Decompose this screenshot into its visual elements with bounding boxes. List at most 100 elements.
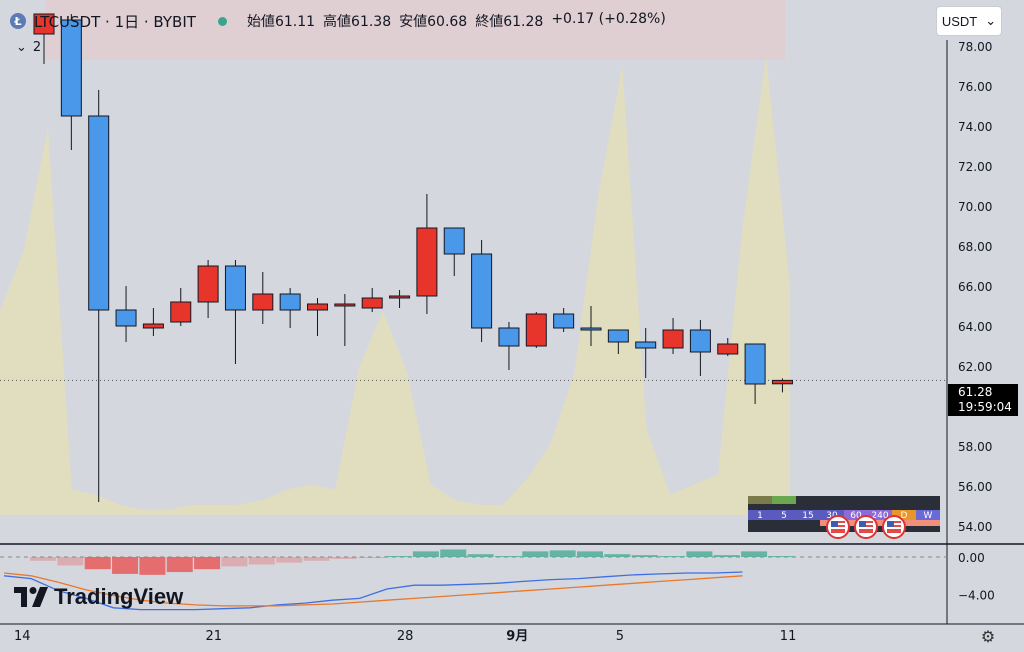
candle [279,288,301,328]
macd-histogram-bar [166,557,193,573]
macd-histogram-bar [194,557,221,570]
chevron-down-icon: ⌄ [16,40,27,55]
candle-body [580,327,602,331]
timeframe-cell [916,510,940,520]
candle [607,329,629,354]
time-tick-label: 11 [780,629,797,644]
time-tick-label: 21 [205,629,222,644]
candle [553,308,575,332]
candle-body [498,327,520,347]
symbol-title[interactable]: LTCUSDT · 1日 · BYBIT [34,12,196,31]
macd-histogram-bar [549,550,576,557]
macd-histogram-bar [604,554,631,557]
candle [307,298,328,336]
macd-histogram-bar [686,551,713,557]
macd-histogram-bar [467,554,494,557]
currency-selector[interactable]: USDT ⌄ [936,6,1002,36]
price-tick-label: 68.00 [958,240,992,254]
price-tick-label: 56.00 [958,480,992,494]
candle [252,272,274,324]
candle [334,294,356,346]
timeframe-cell [892,510,916,520]
settings-icon[interactable]: ⚙ [980,626,996,646]
candle-body [416,227,438,297]
macd-histogram-bar [385,556,412,558]
macd-histogram-bar [412,551,439,557]
open-value: 始値61.11 [246,14,316,30]
timeframe-cell [868,510,892,520]
candle-body [471,253,493,329]
timeframe-cell [916,520,940,526]
macd-histogram-bar [741,551,768,557]
price-tick-label: 72.00 [958,160,992,174]
time-tick-label: 5 [616,629,624,644]
last-price-tag: 61.28 19:59:04 [948,384,1018,416]
candle-body [252,293,274,311]
price-tick-label: 76.00 [958,80,992,94]
macd-histogram-bar [221,557,248,567]
candle-body [115,309,137,327]
macd-histogram-bar [522,551,549,557]
candle [717,338,739,356]
us-flag-icon [882,515,906,539]
candle [60,14,82,150]
header-shade [46,0,785,60]
candle [744,343,766,404]
candle-body [142,323,164,329]
candle-body [443,227,465,255]
macd-histogram-bar [494,556,521,558]
price-tick-label: 58.00 [958,440,992,454]
timeframe-panel: 1 5 15 30 60 240 D W [748,496,940,539]
indicator-legend-toggle[interactable]: ⌄ 2 [16,40,41,55]
candle-body [170,301,192,323]
bar-countdown: 19:59:04 [958,400,1012,414]
macd-histogram-bar [84,557,111,570]
litecoin-icon: Ł [10,13,26,29]
candle [361,288,383,312]
timeframe-label: 15 [802,511,813,521]
tradingview-logo[interactable]: TradingView [14,584,183,610]
candle [88,90,110,502]
macd-histogram-bar [768,556,795,558]
candle-body [389,295,411,299]
candle-body [33,13,55,35]
candle [389,290,411,308]
timeframe-cell [868,520,892,526]
last-price: 61.28 [958,385,993,399]
symbol-header: Ł LTCUSDT · 1日 · BYBIT 始値61.11 高値61.38 安… [10,8,666,34]
candle-body [553,313,575,329]
candle-body [662,329,684,349]
signal-line [3,572,743,607]
high-value: 高値61.38 [323,14,392,30]
candle-body [525,313,547,347]
timeframe-label: 5 [781,511,787,521]
candle [662,318,684,354]
macd-histogram-bar [139,557,166,575]
candle-body [607,329,629,343]
price-tick-label: 74.00 [958,120,992,134]
macd-histogram-bar [303,557,330,561]
candle-body [307,303,328,311]
timeframe-cell [844,510,868,520]
price-tick-label: 78.00 [958,40,992,54]
candle [498,322,520,370]
price-tick-label: 64.00 [958,320,992,334]
timeframe-cell [772,510,796,520]
candle [33,13,55,64]
time-tick-label: 14 [14,629,31,644]
market-status-icon [217,16,227,26]
chevron-down-icon: ⌄ [985,13,997,28]
timeframe-cell [772,496,796,504]
close-value: 終値61.28 [475,14,544,30]
candle [170,288,192,326]
tradingview-logo-icon [14,587,48,607]
timeframe-cell [748,496,772,504]
macd-histogram-bar [659,556,686,558]
change-value: +0.17 (+0.28%) [551,11,666,27]
candle [443,227,465,276]
macd-histogram-bar [358,557,385,558]
timeframe-label: 240 [871,511,888,521]
candle [115,286,137,342]
